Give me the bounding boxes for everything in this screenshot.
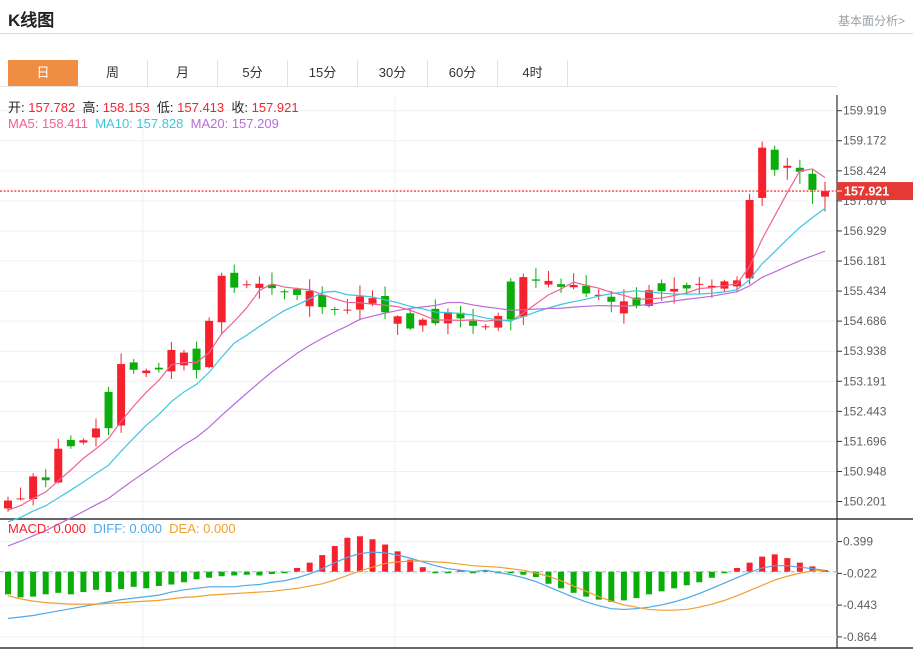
svg-text:155.434: 155.434 <box>843 284 887 298</box>
svg-text:159.172: 159.172 <box>843 134 887 148</box>
svg-text:154.686: 154.686 <box>843 314 887 328</box>
svg-text:156.929: 156.929 <box>843 224 887 238</box>
svg-text:152.443: 152.443 <box>843 404 887 418</box>
svg-text:156.181: 156.181 <box>843 254 887 268</box>
svg-text:150.201: 150.201 <box>843 495 887 509</box>
svg-text:0.399: 0.399 <box>843 535 873 549</box>
svg-text:153.191: 153.191 <box>843 374 887 388</box>
svg-text:150.948: 150.948 <box>843 464 887 478</box>
svg-text:-0.864: -0.864 <box>843 630 877 644</box>
svg-text:157.921: 157.921 <box>844 184 889 198</box>
svg-text:158.424: 158.424 <box>843 164 887 178</box>
svg-text:151.696: 151.696 <box>843 434 887 448</box>
svg-text:-0.022: -0.022 <box>843 566 877 580</box>
svg-text:-0.443: -0.443 <box>843 598 877 612</box>
svg-text:153.938: 153.938 <box>843 344 887 358</box>
svg-text:159.919: 159.919 <box>843 104 887 118</box>
